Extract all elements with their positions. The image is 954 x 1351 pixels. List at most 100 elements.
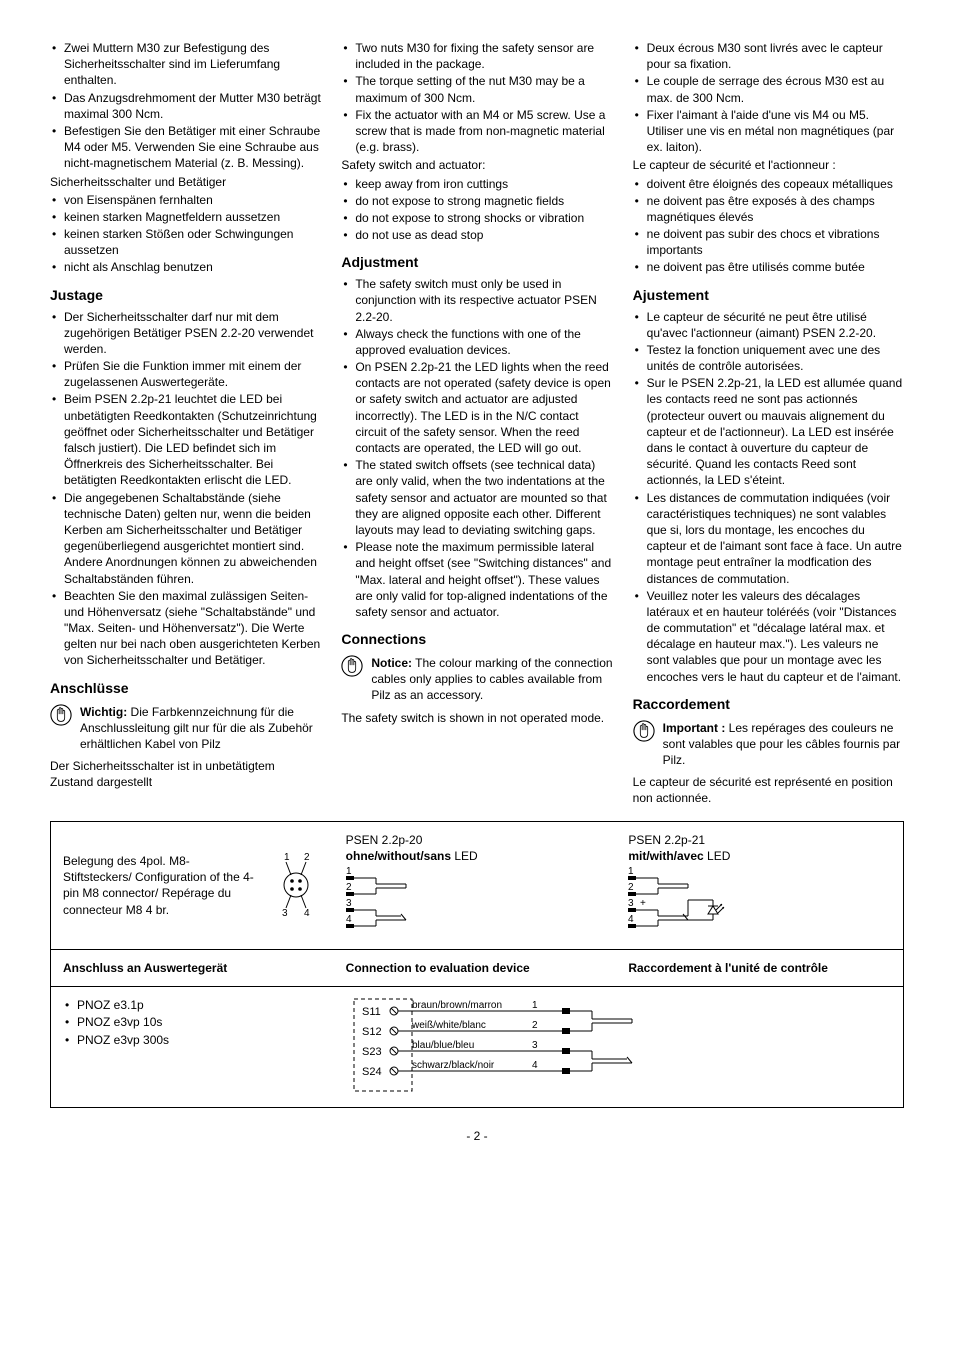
- list-item: Der Sicherheitsschalter darf nur mit dem…: [50, 309, 321, 358]
- list-item: ne doivent pas subir des chocs et vibrat…: [633, 226, 904, 258]
- list-item: Fixer l'aimant à l'aide d'une vis M4 ou …: [633, 107, 904, 156]
- list-item: Always check the functions with one of t…: [341, 326, 612, 358]
- list-item: ne doivent pas être exposés à des champs…: [633, 193, 904, 225]
- en-notice-text: Notice: The colour marking of the connec…: [371, 655, 612, 704]
- hand-icon: [341, 655, 363, 677]
- list-item: nicht als Anschlag benutzen: [50, 259, 321, 275]
- col-en: Two nuts M30 for fixing the safety senso…: [341, 40, 612, 809]
- svg-text:S12: S12: [362, 1026, 382, 1038]
- list-item: Le capteur de sécurité ne peut être util…: [633, 309, 904, 341]
- list-item: do not expose to strong magnetic fields: [341, 193, 612, 209]
- svg-text:weiß/white/blanc: weiß/white/blanc: [411, 1020, 486, 1031]
- list-item: Die angegebenen Schaltabstände (siehe te…: [50, 490, 321, 587]
- list-item: Das Anzugsdrehmoment der Mutter M30 betr…: [50, 90, 321, 122]
- svg-text:S23: S23: [362, 1046, 382, 1058]
- list-item: Beim PSEN 2.2p-21 leuchtet die LED bei u…: [50, 391, 321, 488]
- m8-connector-icon: 1 2 3 4: [266, 850, 326, 920]
- connector-cell: Belegung des 4pol. M8-Stiftsteckers/ Con…: [63, 832, 326, 939]
- pin-label: 3: [282, 908, 288, 919]
- list-item: keinen starken Magnetfeldern aussetzen: [50, 209, 321, 225]
- list-item: doivent être éloignés des copeaux métall…: [633, 176, 904, 192]
- svg-text:1: 1: [346, 866, 352, 877]
- row2-fr: Raccordement à l'unité de contrôle: [628, 960, 891, 976]
- svg-text:3: 3: [346, 898, 352, 909]
- hand-icon: [50, 704, 72, 726]
- fr-plain-line: Le capteur de sécurité et l'actionneur :: [633, 157, 904, 173]
- psen20-schematic-icon: 1 2 3 4: [346, 864, 466, 934]
- notice-bold: Notice:: [371, 656, 412, 670]
- list-item: Le couple de serrage des écrous M30 est …: [633, 73, 904, 105]
- psen20-cell: PSEN 2.2p-20 ohne/without/sans LED 1 2 3…: [346, 832, 609, 939]
- de-heading-anschluesse: Anschlüsse: [50, 679, 321, 698]
- list-item: von Eisenspänen fernhalten: [50, 192, 321, 208]
- fr-state-line: Le capteur de sécurité est représenté en…: [633, 774, 904, 806]
- connector-text: Belegung des 4pol. M8-Stiftsteckers/ Con…: [63, 853, 256, 918]
- list-item: Beachten Sie den maximal zulässigen Seit…: [50, 588, 321, 669]
- svg-text:S24: S24: [362, 1066, 382, 1078]
- list-item: Testez la fonction uniquement avec une d…: [633, 342, 904, 374]
- de-sec1-bullets: Der Sicherheitsschalter darf nur mit dem…: [50, 309, 321, 669]
- svg-text:4: 4: [346, 914, 352, 925]
- en-state-line: The safety switch is shown in not operat…: [341, 710, 612, 726]
- en-heading-connections: Connections: [341, 630, 612, 649]
- list-item: Veuillez noter les valeurs des décalages…: [633, 588, 904, 685]
- svg-text:+: +: [640, 898, 646, 909]
- devices-cell: PNOZ e3.1p PNOZ e3vp 10s PNOZ e3vp 300s: [63, 997, 332, 1097]
- row2-de: Anschluss an Auswertegerät: [63, 960, 326, 976]
- en-sec1-bullets: The safety switch must only be used in c…: [341, 276, 612, 620]
- list-item: keinen starken Stößen oder Schwingungen …: [50, 226, 321, 258]
- en-top-bullets: Two nuts M30 for fixing the safety senso…: [341, 40, 612, 155]
- top-section: Zwei Muttern M30 zur Befestigung des Sic…: [50, 40, 904, 809]
- list-item: On PSEN 2.2p-21 the LED lights when the …: [341, 359, 612, 456]
- pin-label: 1: [284, 852, 290, 863]
- en-plain-bullets: keep away from iron cuttings do not expo…: [341, 176, 612, 244]
- list-item: Zwei Muttern M30 zur Befestigung des Sic…: [50, 40, 321, 89]
- psen20-title: PSEN 2.2p-20: [346, 832, 609, 848]
- fr-heading-raccordement: Raccordement: [633, 695, 904, 714]
- fr-sec1-bullets: Le capteur de sécurité ne peut être util…: [633, 309, 904, 685]
- list-item: The safety switch must only be used in c…: [341, 276, 612, 325]
- list-item: do not expose to strong shocks or vibrat…: [341, 210, 612, 226]
- psen21-title: PSEN 2.2p-21: [628, 832, 891, 848]
- diagram-row-1: Belegung des 4pol. M8-Stiftsteckers/ Con…: [51, 822, 903, 949]
- en-plain-line: Safety switch and actuator:: [341, 157, 612, 173]
- list-item: Two nuts M30 for fixing the safety senso…: [341, 40, 612, 72]
- row2-en: Connection to evaluation device: [346, 960, 609, 976]
- fr-plain-bullets: doivent être éloignés des copeaux métall…: [633, 176, 904, 276]
- svg-text:schwarz/black/noir: schwarz/black/noir: [412, 1060, 495, 1071]
- svg-text:2: 2: [346, 882, 352, 893]
- fr-notice-text: Important : Les repérages des couleurs n…: [663, 720, 904, 769]
- hand-icon: [633, 720, 655, 742]
- list-item: do not use as dead stop: [341, 227, 612, 243]
- list-item: Please note the maximum permissible late…: [341, 539, 612, 620]
- svg-text:1: 1: [532, 1000, 538, 1011]
- wiring-schematic-icon: S11 S12 S23 S24 braun/brown/marron1 weiß…: [352, 997, 712, 1097]
- list-item: The stated switch offsets (see technical…: [341, 457, 612, 538]
- wiring-cell: S11 S12 S23 S24 braun/brown/marron1 weiß…: [352, 997, 891, 1097]
- svg-text:2: 2: [628, 882, 634, 893]
- psen20-sub: ohne/without/sans LED: [346, 848, 609, 864]
- svg-text:blau/blue/bleu: blau/blue/bleu: [412, 1040, 474, 1051]
- svg-text:4: 4: [628, 914, 634, 925]
- notice-bold: Wichtig:: [80, 705, 127, 719]
- svg-text:3: 3: [628, 898, 634, 909]
- list-item: Les distances de commutation indiquées (…: [633, 490, 904, 587]
- psen21-schematic-icon: 1 2 3+ 4: [628, 864, 768, 939]
- svg-text:braun/brown/marron: braun/brown/marron: [412, 1000, 502, 1011]
- pin-label: 4: [304, 908, 310, 919]
- diagram-row-3: PNOZ e3.1p PNOZ e3vp 10s PNOZ e3vp 300s …: [51, 986, 903, 1107]
- en-notice: Notice: The colour marking of the connec…: [341, 655, 612, 704]
- de-heading-justage: Justage: [50, 286, 321, 305]
- connection-diagram-box: Belegung des 4pol. M8-Stiftsteckers/ Con…: [50, 821, 904, 1109]
- en-heading-adjustment: Adjustment: [341, 253, 612, 272]
- fr-top-bullets: Deux écrous M30 sont livrés avec le capt…: [633, 40, 904, 155]
- de-state-line: Der Sicherheitsschalter ist in unbetätig…: [50, 758, 321, 790]
- de-plain-bullets: von Eisenspänen fernhalten keinen starke…: [50, 192, 321, 276]
- fr-heading-ajustement: Ajustement: [633, 286, 904, 305]
- list-item: ne doivent pas être utilisés comme butée: [633, 259, 904, 275]
- list-item: PNOZ e3vp 300s: [63, 1032, 332, 1048]
- list-item: Befestigen Sie den Betätiger mit einer S…: [50, 123, 321, 172]
- col-fr: Deux écrous M30 sont livrés avec le capt…: [633, 40, 904, 809]
- device-list: PNOZ e3.1p PNOZ e3vp 10s PNOZ e3vp 300s: [63, 997, 332, 1048]
- de-top-bullets: Zwei Muttern M30 zur Befestigung des Sic…: [50, 40, 321, 172]
